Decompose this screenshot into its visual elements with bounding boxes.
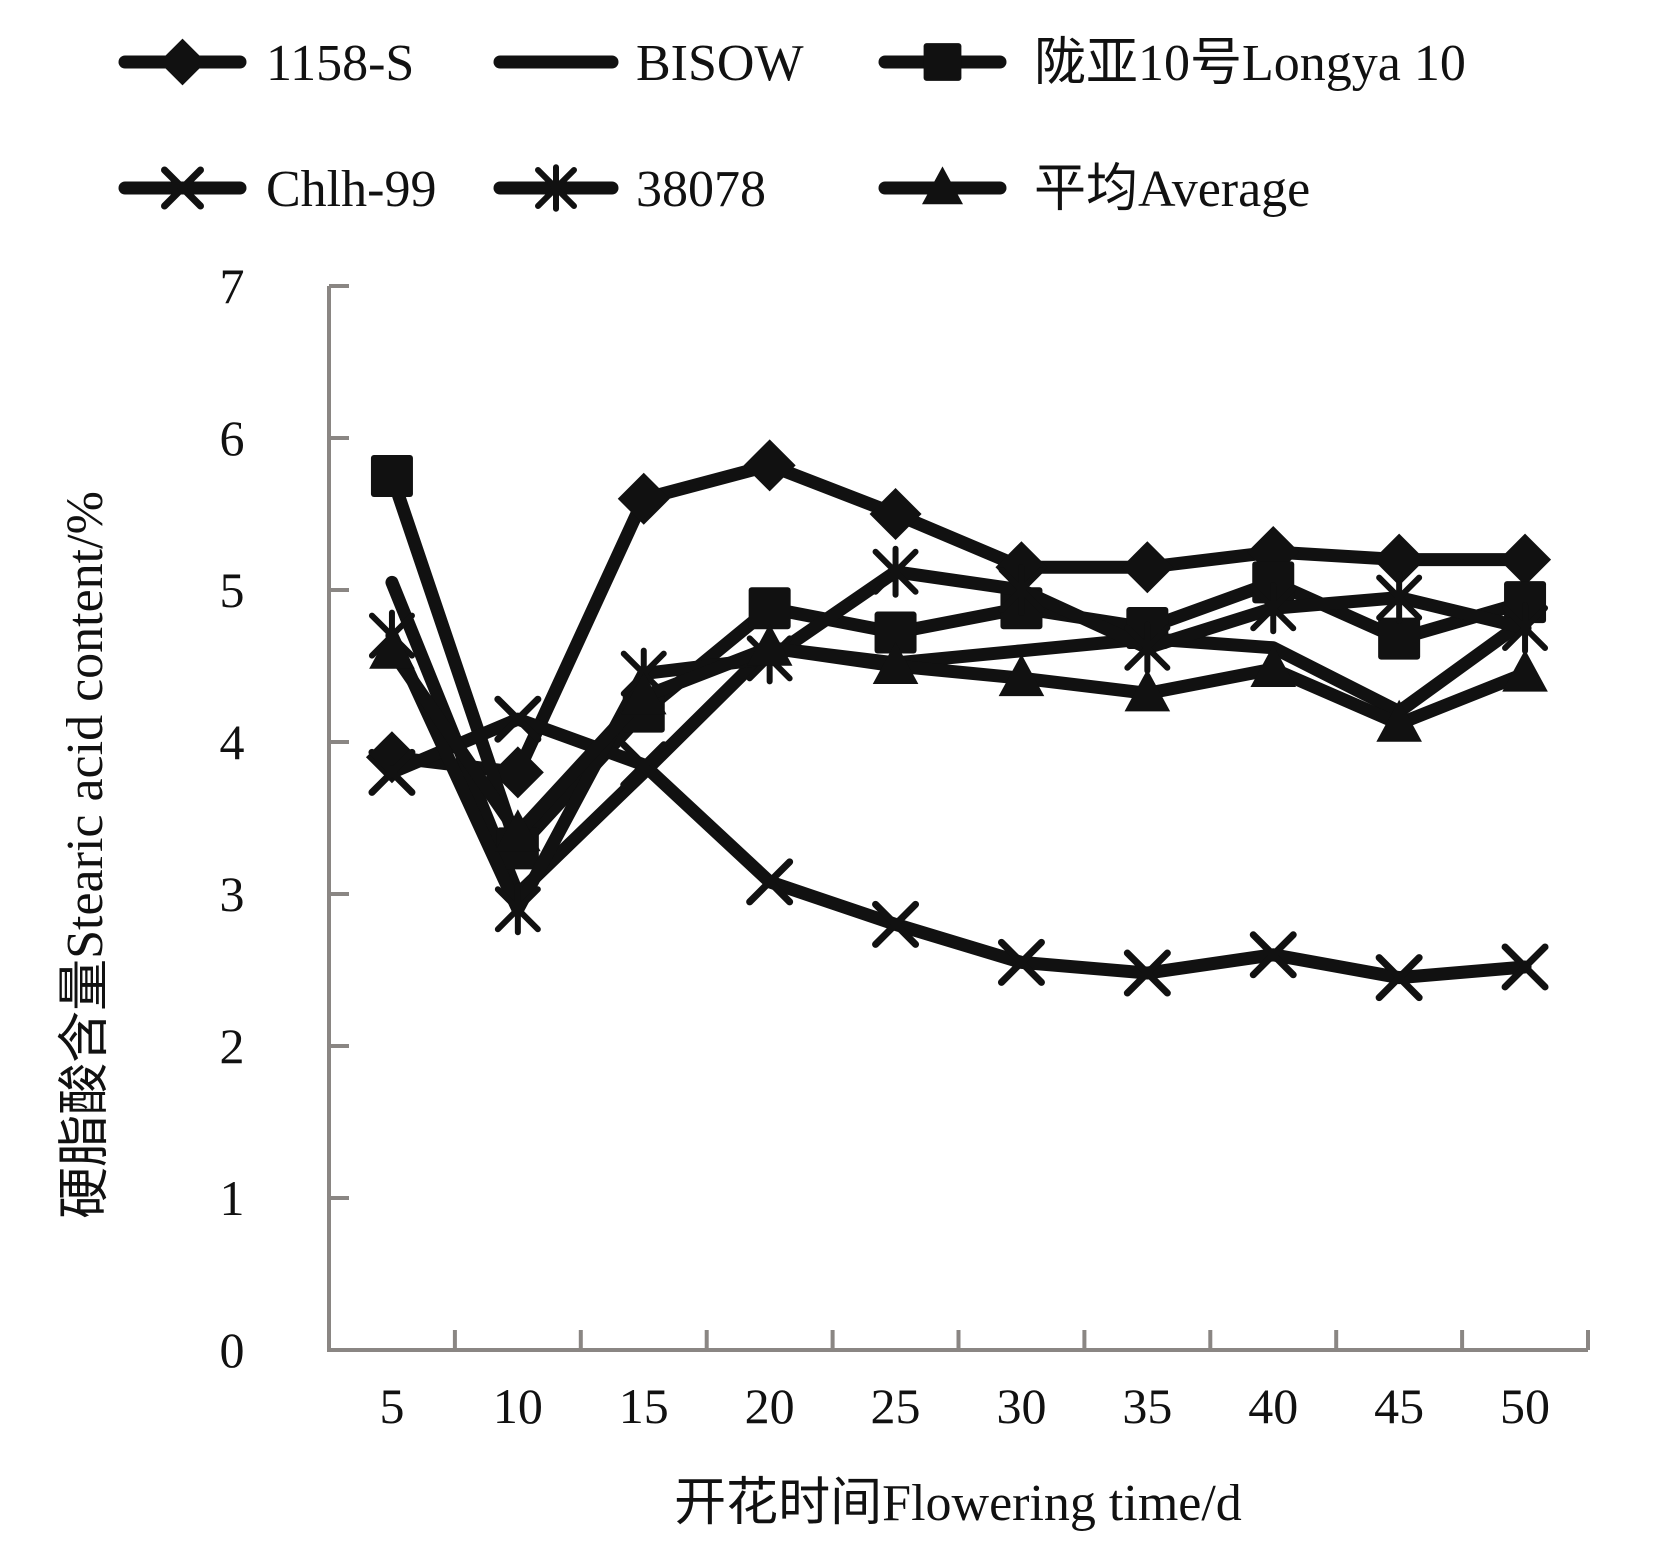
legend-x-icon — [161, 166, 204, 210]
legend-label: 平均Average — [1034, 161, 1310, 218]
data-point-asterisk — [494, 883, 541, 936]
x-tick-label: 50 — [1500, 1378, 1550, 1434]
data-point-square — [370, 455, 413, 497]
legend-diamond-icon — [159, 38, 206, 86]
legend-label: Chlh-99 — [266, 161, 436, 218]
data-point-triangle — [998, 654, 1045, 697]
x-ticks: 5 10 15 20 25 30 35 40 45 50 — [379, 1330, 1590, 1434]
legend-item-chlh-99: Chlh-99 — [118, 161, 436, 218]
data-point-x — [494, 695, 542, 743]
series-layer — [365, 439, 1552, 1002]
x-axis-title: 开花时间Flowering time/d — [674, 1475, 1242, 1532]
data-point-triangle — [620, 672, 667, 715]
y-tick-label: 4 — [220, 714, 245, 770]
legend-square-icon — [923, 43, 962, 81]
data-point-x — [746, 858, 794, 906]
data-point-triangle — [369, 626, 415, 669]
legend-item-1158-s: 1158-S — [118, 35, 414, 92]
y-ticks: 0 1 2 3 4 5 6 7 — [220, 258, 349, 1378]
data-point-diamond — [869, 488, 922, 540]
series-38078 — [368, 545, 1549, 936]
data-point-square — [1378, 617, 1421, 660]
y-tick-label: 5 — [220, 562, 245, 618]
series-line — [385, 565, 1532, 916]
x-tick-label: 20 — [745, 1378, 795, 1434]
data-point-x — [1249, 931, 1297, 979]
data-point-triangle — [872, 642, 919, 684]
data-point-asterisk — [1376, 571, 1423, 624]
data-point-square — [748, 587, 791, 630]
data-point-diamond — [1121, 541, 1174, 594]
data-point-x — [368, 748, 416, 796]
series-line — [385, 575, 1532, 901]
series-bisow — [385, 575, 1532, 901]
data-point-triangle — [1250, 645, 1297, 688]
x-tick-label: 25 — [871, 1378, 921, 1434]
series-average — [369, 623, 1548, 852]
y-tick-label: 6 — [220, 410, 245, 466]
data-point-diamond — [743, 439, 796, 492]
legend-triangle-icon — [921, 166, 964, 205]
x-tick-label: 15 — [619, 1378, 669, 1434]
data-point-asterisk — [1502, 602, 1549, 654]
data-point-triangle — [1502, 649, 1548, 692]
legend: 1158-S BISOW 陇亚10号Longya 10 Chlh-99 38078 平均A… — [118, 35, 1466, 218]
y-tick-label: 0 — [220, 1322, 245, 1378]
data-point-x — [1375, 954, 1423, 1002]
y-axis-title: 硬脂酸含量Stearic acid content/% — [57, 491, 114, 1219]
data-point-asterisk — [998, 564, 1045, 616]
legend-label: 1158-S — [266, 35, 414, 92]
legend-item-38078: 38078 — [493, 161, 766, 218]
data-point-asterisk — [1124, 621, 1171, 674]
y-tick-label: 1 — [220, 1170, 245, 1226]
x-tick-label: 45 — [1374, 1378, 1424, 1434]
data-point-triangle — [1124, 669, 1171, 712]
y-tick-label: 3 — [220, 866, 245, 922]
data-point-diamond — [1373, 533, 1426, 586]
legend-label: 38078 — [636, 161, 766, 218]
series-line — [385, 712, 1532, 985]
data-point-x — [1123, 949, 1171, 997]
data-point-triangle — [1376, 699, 1422, 742]
x-tick-label: 10 — [493, 1378, 543, 1434]
data-point-square — [874, 611, 917, 654]
x-tick-label: 35 — [1122, 1378, 1172, 1434]
series-1158-s — [365, 439, 1552, 799]
data-point-triangle — [746, 623, 793, 666]
legend-item-10-longya-10: 陇亚10号Longya 10 — [878, 35, 1466, 92]
series-chlh-99 — [368, 695, 1549, 1002]
y-tick-label: 7 — [220, 258, 245, 314]
legend-item-bisow: BISOW — [493, 35, 804, 92]
data-point-x — [620, 741, 668, 789]
data-point-x — [1501, 943, 1549, 991]
data-point-x — [997, 938, 1045, 986]
data-point-diamond — [617, 472, 670, 525]
x-tick-label: 5 — [379, 1378, 404, 1434]
data-point-diamond — [1499, 533, 1552, 586]
legend-label: 陇亚10号Longya 10 — [1034, 35, 1466, 92]
data-point-asterisk — [1250, 582, 1297, 635]
data-point-asterisk — [872, 545, 919, 598]
x-tick-label: 30 — [996, 1378, 1046, 1434]
data-point-x — [872, 900, 920, 948]
legend-asterisk-icon — [535, 164, 577, 212]
series-line — [385, 458, 1532, 779]
legend-item-average: 平均Average — [878, 161, 1310, 218]
x-tick-label: 40 — [1248, 1378, 1298, 1434]
y-tick-label: 2 — [220, 1018, 245, 1074]
series-line — [385, 641, 1532, 840]
legend-label: BISOW — [636, 35, 804, 92]
data-point-triangle — [495, 809, 541, 852]
data-point-diamond — [491, 746, 544, 799]
